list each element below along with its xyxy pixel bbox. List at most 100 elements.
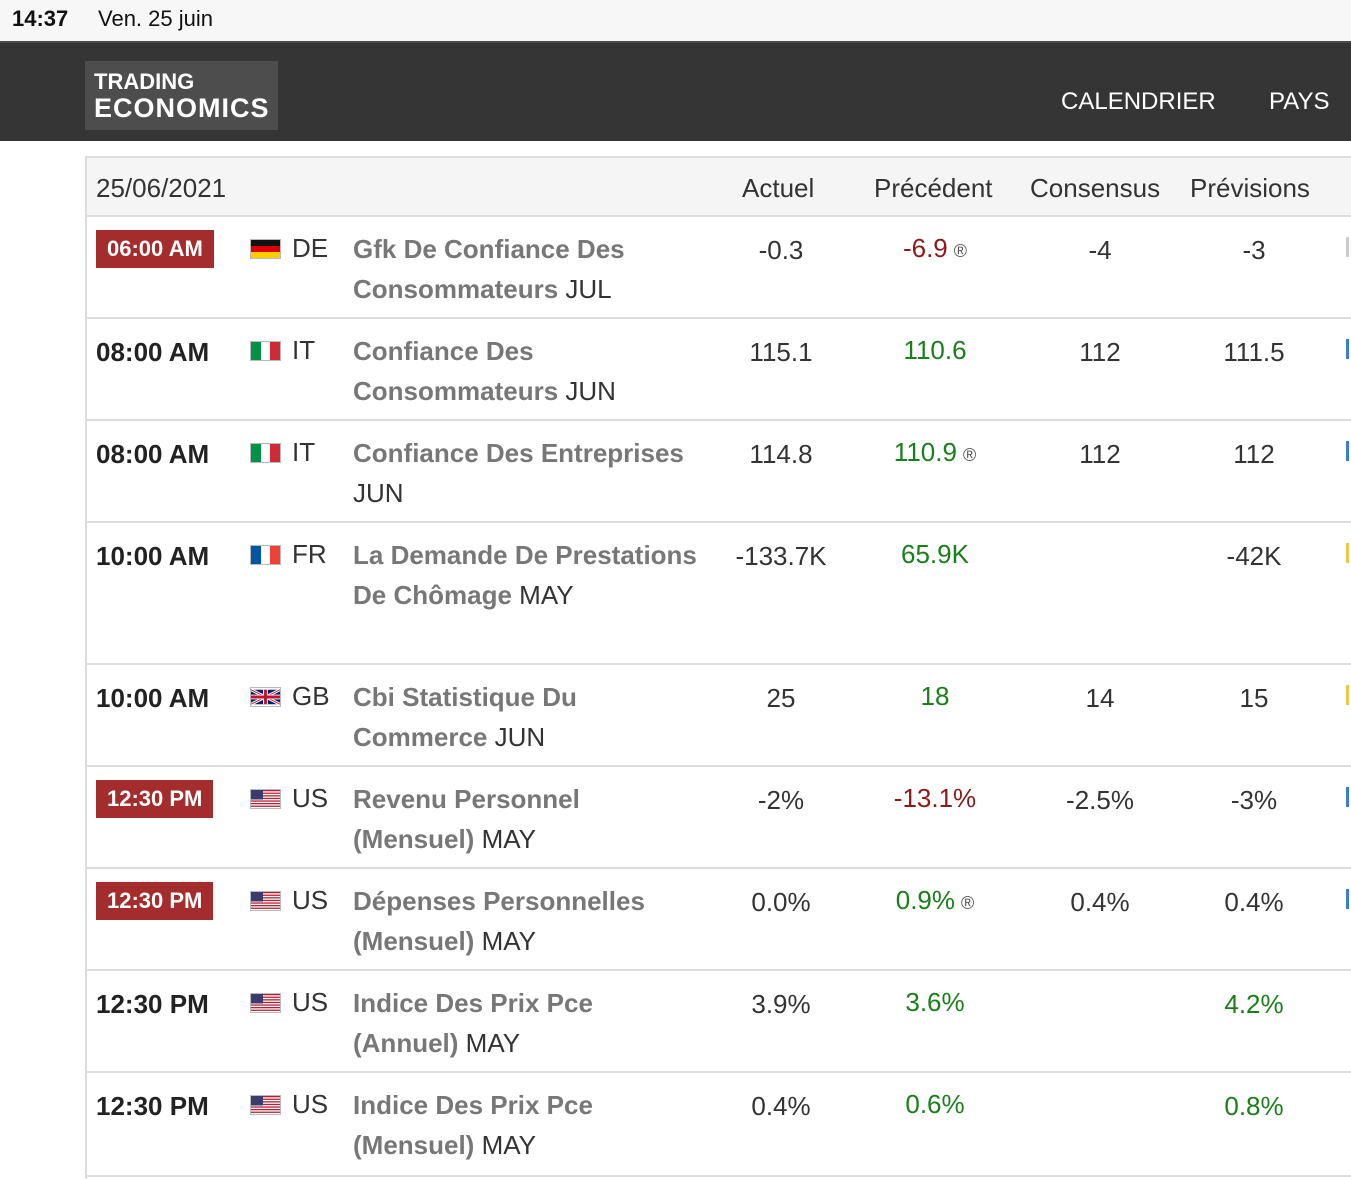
table-row[interactable]: 12:30 PM US Indice Des Prix Pce (Mensuel) … — [85, 1073, 1351, 1177]
logo-line1: TRADING — [94, 69, 195, 94]
event-time: 08:00 AM — [96, 337, 210, 367]
event-link[interactable]: Dépenses Personnelles (Mensuel) MAY — [353, 881, 703, 961]
forecast-value: 112 — [1233, 439, 1275, 469]
table-row[interactable]: 10:00 AM FR La Demande De Prestations De C… — [85, 523, 1351, 665]
previous-value: 18 — [920, 681, 950, 711]
table-row[interactable]: 08:00 AM IT Confiance Des Entreprises JUN 1… — [85, 421, 1351, 523]
country-code: US — [292, 1089, 329, 1119]
previous-value-cell: 65.9K — [875, 539, 995, 570]
consensus-value: -2.5% — [1066, 785, 1134, 815]
actual-value: 0.0% — [751, 887, 811, 917]
previous-value: 0.9% — [895, 885, 955, 915]
event-link[interactable]: Cbi Statistique Du Commerce JUN — [353, 677, 703, 757]
status-date: Ven. 25 juin — [98, 6, 213, 31]
actual-value: 114.8 — [749, 439, 813, 469]
table-row[interactable]: 12:30 PM US Indice Des Prix Pce (Annuel) M… — [85, 971, 1351, 1073]
importance-marker — [1346, 237, 1349, 257]
event-name: Cbi Statistique Du Commerce — [353, 682, 577, 752]
col-previous[interactable]: Précédent — [874, 173, 993, 203]
country-code: US — [292, 987, 329, 1017]
col-actual[interactable]: Actuel — [742, 173, 815, 203]
trading-economics-logo[interactable]: TRADING ECONOMICS — [85, 61, 278, 130]
revised-icon: ® — [961, 893, 975, 913]
col-consensus[interactable]: Consensus — [1030, 173, 1161, 203]
previous-value: 3.6% — [905, 987, 965, 1017]
nav-pays[interactable]: PAYS — [1269, 88, 1330, 115]
event-time: 12:30 PM — [96, 989, 209, 1019]
country-code: IT — [292, 335, 316, 365]
previous-value: 0.6% — [905, 1089, 965, 1119]
event-name: La Demande De Prestations De Chômage — [353, 540, 697, 610]
site-header: TRADING ECONOMICS CALENDRIER PAYS — [0, 41, 1351, 141]
forecast-value: 0.4% — [1224, 887, 1284, 917]
event-period: JUN — [565, 376, 616, 406]
table-row[interactable]: 06:00 AM DE Gfk De Confiance Des Consommat… — [85, 217, 1351, 319]
revised-icon: ® — [953, 241, 968, 261]
event-link[interactable]: Revenu Personnel (Mensuel) MAY — [353, 779, 703, 859]
event-link[interactable]: Confiance Des Entreprises JUN — [353, 433, 703, 513]
event-period: JUN — [494, 722, 546, 752]
country-code: DE — [292, 233, 329, 263]
event-period: MAY — [519, 580, 574, 610]
forecast-value: 0.8% — [1224, 1091, 1284, 1121]
previous-value-cell: -6.9 ® — [875, 233, 995, 264]
event-period: MAY — [481, 824, 536, 854]
previous-value: 110.6 — [903, 335, 967, 365]
actual-value: 0.4% — [751, 1091, 811, 1121]
country-code: US — [292, 885, 329, 915]
col-forecast[interactable]: Prévisions — [1190, 173, 1310, 203]
event-time-badge: 06:00 AM — [96, 230, 214, 268]
forecast-value: -3 — [1242, 235, 1266, 265]
actual-value: -2% — [757, 785, 805, 815]
country-code: FR — [292, 539, 327, 569]
forecast-value: 111.5 — [1223, 337, 1285, 367]
event-name: Indice Des Prix Pce (Annuel) — [353, 988, 593, 1058]
previous-value-cell: 110.6 — [875, 335, 995, 366]
event-link[interactable]: Gfk De Confiance Des Consommateurs JUL — [353, 229, 703, 309]
event-time-badge: 12:30 PM — [96, 882, 214, 920]
consensus-value: -4 — [1088, 235, 1112, 265]
actual-value: -0.3 — [758, 235, 804, 265]
table-row[interactable]: 08:00 AM IT Confiance Des Consommateurs JU… — [85, 319, 1351, 421]
table-row[interactable]: 12:30 PM US Revenu Personnel (Mensuel) MAY… — [85, 767, 1351, 869]
actual-value: 25 — [766, 683, 796, 713]
importance-marker — [1346, 889, 1349, 909]
event-time: 12:30 PM — [96, 1091, 209, 1121]
event-name: Gfk De Confiance Des Consommateurs — [353, 234, 625, 304]
flag-de-icon — [250, 239, 281, 259]
consensus-value: 112 — [1079, 439, 1121, 469]
event-time: 10:00 AM — [96, 683, 210, 713]
previous-value: -6.9 — [902, 233, 948, 263]
previous-value: -13.1% — [893, 783, 977, 813]
previous-value: 65.9K — [901, 539, 969, 569]
actual-value: 115.1 — [749, 337, 813, 367]
event-link[interactable]: Indice Des Prix Pce (Annuel) MAY — [353, 983, 703, 1063]
event-name: Indice Des Prix Pce (Mensuel) — [353, 1090, 593, 1160]
table-row[interactable]: 10:00 AM GB Cbi Statistique Du Commerce JU… — [85, 665, 1351, 767]
table-date: 25/06/2021 — [96, 173, 227, 203]
importance-marker — [1346, 441, 1349, 461]
forecast-value: -3% — [1230, 785, 1278, 815]
table-row[interactable]: 12:30 PM US Dépenses Personnelles (Mensuel… — [85, 869, 1351, 971]
event-period: MAY — [481, 1130, 536, 1160]
previous-value-cell: 18 — [875, 681, 995, 712]
consensus-value: 112 — [1079, 337, 1121, 367]
status-bar: 14:37 Ven. 25 juin — [0, 0, 1351, 41]
status-time: 14:37 — [12, 6, 69, 31]
event-time-badge: 12:30 PM — [96, 780, 214, 818]
event-link[interactable]: Indice Des Prix Pce (Mensuel) MAY — [353, 1085, 703, 1165]
event-period: JUN — [353, 478, 404, 508]
flag-it-icon — [250, 443, 281, 463]
importance-marker — [1346, 339, 1349, 359]
table-header: 25/06/2021 Actuel Précédent Consensus Pr… — [85, 156, 1351, 217]
event-time: 10:00 AM — [96, 541, 210, 571]
flag-us-icon — [250, 1095, 281, 1115]
forecast-value: 15 — [1239, 683, 1269, 713]
table-left-border — [85, 156, 87, 1179]
event-link[interactable]: La Demande De Prestations De Chômage MAY — [353, 535, 703, 615]
nav-calendrier[interactable]: CALENDRIER — [1061, 88, 1216, 115]
consensus-value: 14 — [1085, 683, 1115, 713]
previous-value-cell: 0.9% ® — [875, 885, 995, 916]
event-link[interactable]: Confiance Des Consommateurs JUN — [353, 331, 703, 411]
flag-us-icon — [250, 993, 281, 1013]
